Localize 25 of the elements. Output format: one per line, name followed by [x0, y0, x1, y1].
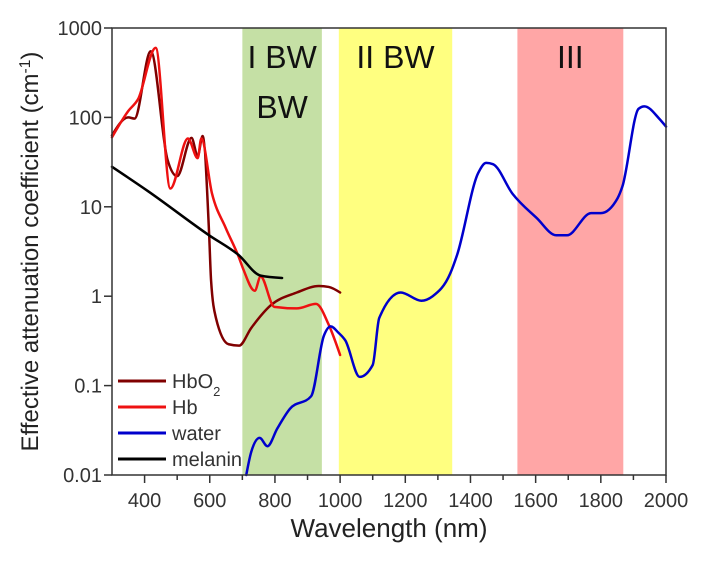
x-tick-label: 1800 — [578, 490, 624, 512]
y-tick-label: 0.1 — [74, 376, 102, 398]
y-tick-label: 1 — [90, 286, 102, 308]
legend-label: melanin — [172, 449, 242, 471]
x-tick-label: 600 — [193, 490, 226, 512]
legend-label: water — [171, 423, 222, 445]
x-tick-label: 800 — [258, 490, 292, 512]
band-label: I BW — [247, 39, 318, 75]
x-tick-label: 1400 — [448, 490, 493, 512]
y-tick-label: 100 — [68, 107, 102, 130]
y-tick-label: 10 — [80, 196, 102, 219]
x-tick-label: 1200 — [383, 490, 428, 512]
x-axis-title: Wavelength (nm) — [290, 513, 488, 543]
annotation: BW — [256, 89, 309, 125]
x-tick-label: 400 — [128, 490, 162, 512]
x-tick-label: 1600 — [513, 490, 558, 512]
y-tick-label: 0.01 — [63, 465, 102, 487]
band-label: II BW — [356, 39, 436, 75]
legend-label: HbO$_{2}$ — [172, 371, 220, 398]
legend-label: Hb — [172, 397, 198, 419]
y-tick-label: 1000 — [58, 18, 102, 40]
band-label: III — [557, 39, 584, 75]
x-tick-label: 1000 — [318, 490, 362, 512]
line-series — [110, 166, 284, 280]
x-tick-label: 2000 — [644, 490, 688, 512]
